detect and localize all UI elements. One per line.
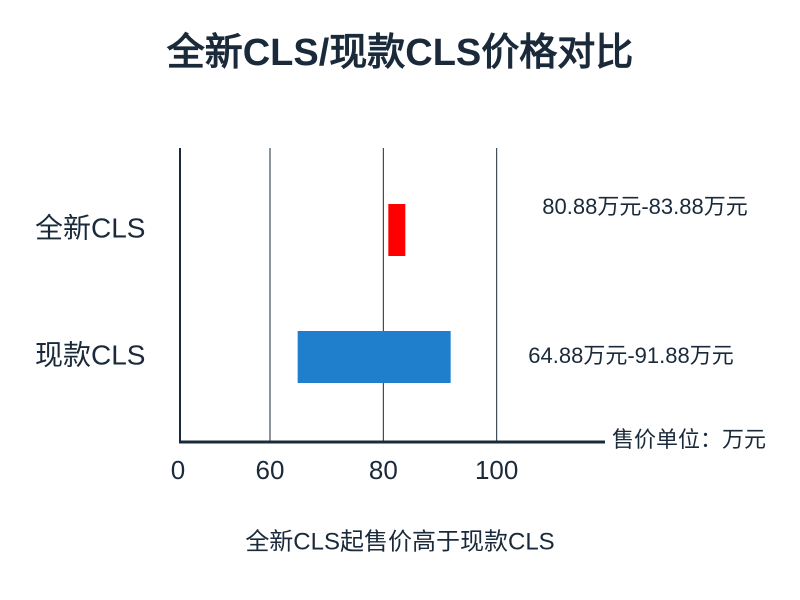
- caption: 全新CLS起售价高于现款CLS: [245, 528, 554, 555]
- range-label: 80.88万元-83.88万元: [542, 194, 747, 219]
- y-tick-label: 全新CLS: [35, 212, 145, 243]
- range-bar: [388, 204, 406, 256]
- range-bar: [297, 331, 451, 383]
- chart-title: 全新CLS/现款CLS价格对比: [166, 31, 634, 74]
- x-tick-label: 0: [171, 455, 185, 485]
- x-tick-label: 100: [475, 455, 518, 485]
- x-tick-label: 80: [369, 455, 398, 485]
- y-tick-label: 现款CLS: [35, 339, 145, 370]
- x-tick-label: 60: [256, 455, 285, 485]
- range-label: 64.88万元-91.88万元: [528, 343, 733, 368]
- x-axis-label: 售价单位：万元: [612, 427, 766, 452]
